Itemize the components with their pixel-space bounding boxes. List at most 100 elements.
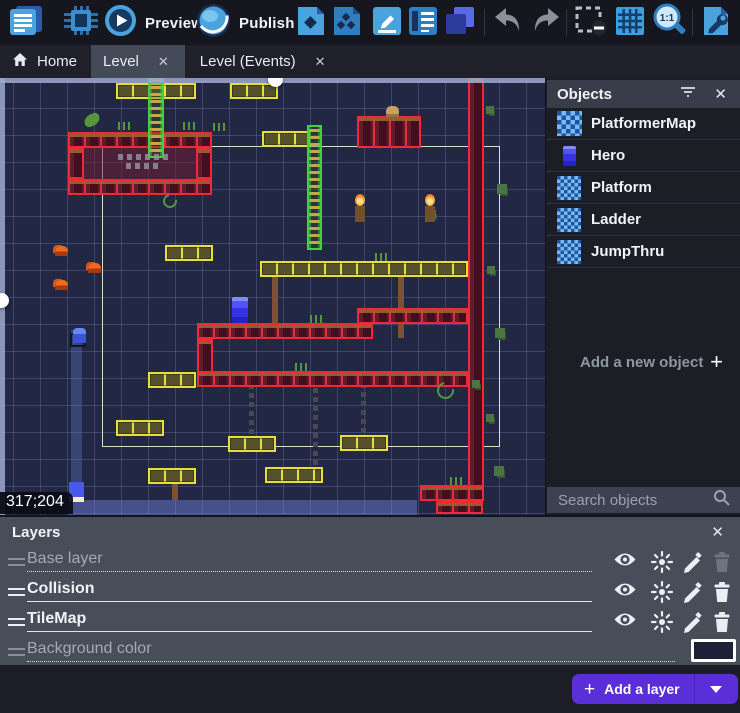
tile-enemy[interactable]: [55, 246, 68, 256]
tile-yellow[interactable]: [165, 245, 213, 261]
layer-name-input[interactable]: Collision: [27, 580, 592, 602]
edit-layer-icon[interactable]: [682, 611, 706, 633]
edit-events-button[interactable]: [407, 6, 439, 40]
tile-yellow[interactable]: [116, 420, 164, 436]
layer-name-input[interactable]: TileMap: [27, 610, 592, 632]
tile-strip[interactable]: [68, 500, 417, 515]
preview-button[interactable]: Preview: [104, 5, 203, 40]
drag-handle-icon[interactable]: [8, 648, 25, 656]
tile-grass[interactable]: [450, 477, 462, 485]
tile-grass[interactable]: [213, 123, 225, 131]
tile-yellow[interactable]: [148, 372, 196, 388]
tile-decosq[interactable]: [486, 414, 494, 422]
tile-red[interactable]: [68, 179, 212, 195]
tile-red[interactable]: [68, 148, 84, 179]
layer-name-input[interactable]: Base layer: [27, 550, 592, 572]
tile-grass[interactable]: [118, 122, 130, 130]
tile-enemy[interactable]: [88, 263, 101, 273]
undo-button[interactable]: [492, 6, 524, 40]
tile-yellow[interactable]: [265, 467, 323, 483]
effects-icon[interactable]: [650, 610, 675, 634]
tile-enemy[interactable]: [55, 280, 68, 290]
tile-leaf[interactable]: [82, 111, 102, 129]
tile-grass[interactable]: [310, 315, 322, 323]
tile-ladder[interactable]: [307, 125, 322, 250]
clear-selection-button[interactable]: [574, 6, 608, 40]
tile-decosq[interactable]: [472, 380, 480, 388]
tile-yellow[interactable]: [340, 435, 388, 451]
tile-decosq[interactable]: [487, 266, 495, 274]
tile-sign[interactable]: [126, 163, 162, 169]
tile-decosq[interactable]: [494, 466, 504, 476]
object-row-jumpthru[interactable]: JumpThru: [547, 236, 740, 268]
tile-decosq[interactable]: [495, 328, 505, 338]
tab-close-icon[interactable]: ✕: [157, 53, 169, 69]
tile-chain[interactable]: [361, 387, 366, 433]
visibility-eye-icon[interactable]: [613, 551, 637, 573]
tile-ladder[interactable]: [148, 78, 164, 158]
tile-red[interactable]: [197, 323, 373, 339]
tab-close-icon[interactable]: ✕: [314, 53, 326, 69]
tile-decosq[interactable]: [497, 184, 507, 194]
tile-red[interactable]: [420, 485, 484, 501]
filter-icon[interactable]: [680, 85, 696, 103]
tile-grass[interactable]: [295, 363, 307, 371]
background-color-swatch[interactable]: [691, 639, 736, 662]
tile-bird[interactable]: [73, 328, 86, 343]
tile-red[interactable]: [357, 116, 421, 148]
edit-layer-icon[interactable]: [682, 581, 706, 603]
tab-level[interactable]: Level ✕: [91, 45, 185, 78]
add-layer-button[interactable]: + Add a layer: [572, 674, 738, 704]
scene-editor-canvas[interactable]: 317;204: [0, 78, 545, 515]
redo-button[interactable]: [530, 6, 562, 40]
tile-grass[interactable]: [183, 122, 195, 130]
add-layer-dropdown[interactable]: [693, 674, 738, 704]
tab-home[interactable]: Home: [0, 45, 89, 78]
search-objects-input[interactable]: Search objects: [547, 487, 740, 513]
object-row-hero[interactable]: Hero: [547, 140, 740, 172]
tile-red[interactable]: [196, 148, 212, 179]
delete-layer-icon[interactable]: [712, 611, 736, 633]
edit-scene-button[interactable]: [371, 6, 403, 40]
tile-yellow[interactable]: [228, 436, 276, 452]
tile-decosq[interactable]: [486, 106, 494, 114]
vertical-scroll-handle[interactable]: [0, 293, 9, 308]
drag-handle-icon[interactable]: [8, 558, 25, 566]
scene-properties-button[interactable]: [700, 6, 732, 40]
instances-list-button[interactable]: [443, 6, 477, 40]
add-object-button[interactable]: [295, 6, 327, 40]
tile-grass[interactable]: [375, 253, 387, 261]
tile-mushroom[interactable]: [386, 106, 399, 117]
tile-red[interactable]: [197, 371, 468, 387]
add-layer-main[interactable]: + Add a layer: [572, 674, 694, 704]
tile-sign[interactable]: [118, 154, 170, 160]
horizontal-scroll-handle[interactable]: [268, 78, 283, 87]
tab-level-events[interactable]: Level (Events) ✕: [188, 45, 342, 78]
visibility-eye-icon[interactable]: [613, 611, 637, 633]
drag-handle-icon[interactable]: [8, 618, 25, 626]
object-row-ladder[interactable]: Ladder: [547, 204, 740, 236]
tile-red[interactable]: [68, 132, 212, 148]
toggle-grid-button[interactable]: [614, 6, 646, 40]
tile-red[interactable]: [468, 78, 484, 492]
tile-yellow[interactable]: [262, 131, 310, 147]
add-object-button[interactable]: Add a new object +: [547, 346, 740, 378]
tile-torch[interactable]: [425, 194, 435, 222]
object-row-platform[interactable]: Platform: [547, 172, 740, 204]
tile-yellow[interactable]: [148, 468, 196, 484]
tile-hero[interactable]: [232, 297, 248, 323]
delete-layer-icon[interactable]: [712, 581, 736, 603]
layers-panel-close-icon[interactable]: ✕: [711, 524, 724, 541]
debugger-button[interactable]: [62, 6, 100, 40]
delete-layer-icon[interactable]: [712, 551, 736, 573]
tile-pole[interactable]: [398, 277, 404, 338]
visibility-eye-icon[interactable]: [613, 581, 637, 603]
project-manager-button[interactable]: [8, 6, 44, 40]
tile-red[interactable]: [357, 308, 468, 324]
tile-yellow[interactable]: [230, 83, 278, 99]
layer-name-input[interactable]: Background color: [27, 640, 675, 662]
tile-torch[interactable]: [355, 194, 365, 222]
tile-yellow[interactable]: [260, 261, 468, 277]
effects-icon[interactable]: [650, 580, 675, 604]
tile-pole[interactable]: [272, 277, 278, 338]
